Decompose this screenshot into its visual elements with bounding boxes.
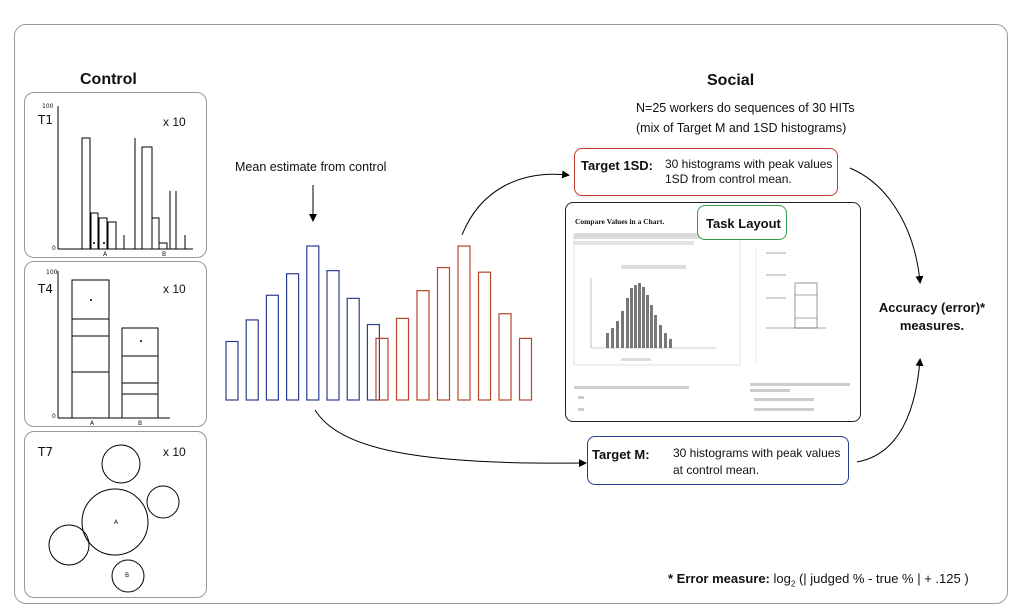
panel-t4: T4 x 10 100 0 A B [24, 261, 207, 427]
panel-t7: T7 x 10 A B [24, 431, 207, 598]
error-measure: * Error measure: log2 (| judged % - true… [668, 571, 969, 589]
target-m-line1: 30 histograms with peak values [673, 446, 841, 460]
red-histogram-bar [395, 317, 410, 401]
arrow-1sd-to-accuracy [849, 167, 924, 284]
panel-t4-label: T4 [38, 282, 53, 296]
t4-stacked-bar-a [71, 279, 110, 419]
target-m-line2: at control mean. [673, 463, 760, 477]
t1-bar [141, 146, 153, 250]
t7-circle-a-label: A [114, 519, 119, 526]
arrow-to-target-1sd [461, 170, 570, 236]
t7-circle-a [81, 488, 149, 556]
control-title: Control [80, 71, 137, 88]
t1-bar [158, 242, 168, 250]
blue-histogram-bar [306, 245, 320, 401]
panel-t1-cat-a: A [103, 251, 108, 258]
task-layout-badge: Task Layout [697, 205, 787, 240]
accuracy-label: Accuracy (error)* measures. [872, 299, 992, 335]
red-histogram-bar [518, 337, 533, 401]
task-layout-thumbnail [573, 233, 850, 411]
target-m-label: Target M: [592, 447, 650, 462]
error-formula-rest: (| judged % - true % | + .125 ) [798, 571, 969, 586]
panel-t1-label: T1 [38, 113, 53, 127]
panel-t4-cat-a: A [90, 420, 95, 427]
task-layout-heading: Compare Values in a Chart. [575, 217, 665, 226]
target-1sd-box: Target 1SD: 30 histograms with peak valu… [574, 148, 838, 196]
red-histogram-bar [416, 290, 430, 401]
task-layout-badge-label: Task Layout [706, 216, 781, 231]
t7-circle [48, 524, 90, 566]
social-subtitle-line1: N=25 workers do sequences of 30 HITs [636, 101, 855, 115]
arrow-m-to-accuracy [856, 358, 924, 463]
panel-t4-cat-b: B [138, 420, 143, 427]
red-histogram-bar [375, 337, 389, 401]
t1-bar [107, 221, 117, 250]
mean-estimate-label: Mean estimate from control [235, 160, 387, 174]
red-histogram-bar [498, 313, 512, 401]
t1-bar [81, 137, 91, 250]
social-subtitle-line2: (mix of Target M and 1SD histograms) [636, 121, 847, 135]
panel-t4-chart [57, 271, 170, 419]
panel-t4-ymin: 0 [52, 413, 56, 420]
panel-t1-ymax: 100 [42, 103, 54, 110]
t4-stacked-bar-b [121, 327, 159, 419]
panel-t7-bubbles [48, 444, 180, 593]
t1-bar [98, 217, 108, 250]
blue-histogram-bar [366, 323, 380, 401]
t7-circle [101, 444, 141, 484]
accuracy-line1: Accuracy (error)* [878, 300, 986, 315]
target-1sd-line2: 1SD from control mean. [665, 172, 792, 186]
social-title: Social [707, 72, 755, 89]
panel-t7-multiplier: x 10 [163, 445, 186, 459]
red-histogram-bar [477, 271, 492, 401]
target-m-box: Target M: 30 histograms with peak values… [587, 436, 849, 485]
blue-histogram-bar [245, 319, 259, 401]
panel-t1-chart [57, 106, 193, 250]
accuracy-line2: measures. [899, 318, 965, 333]
error-measure-label: * Error measure: [668, 571, 770, 586]
panel-t4-multiplier: x 10 [163, 282, 186, 296]
arrow-to-target-m [314, 409, 587, 468]
blue-histogram-bar [286, 273, 300, 401]
t7-circle [146, 485, 180, 519]
blue-histogram-bar [326, 270, 340, 401]
target-1sd-label: Target 1SD: [581, 158, 653, 173]
error-formula-prefix: log [773, 571, 791, 586]
blue-histogram-bar [225, 340, 239, 401]
panel-t7-label: T7 [38, 445, 53, 459]
blue-histogram-bar [265, 294, 279, 401]
panel-t1-cat-b: B [162, 251, 167, 258]
panel-t4-ymax: 100 [46, 269, 58, 276]
t1-bar [90, 212, 99, 250]
red-histogram-bar [457, 245, 471, 401]
blue-histogram-bar [346, 297, 360, 401]
target-1sd-line1: 30 histograms with peak values [665, 157, 833, 171]
figure-frame [14, 24, 1008, 604]
panel-t1-multiplier: x 10 [163, 115, 186, 129]
t1-bar [151, 217, 160, 250]
panel-t1-ymin: 0 [52, 245, 56, 252]
red-histogram-bar [436, 266, 451, 401]
panel-t1: T1 x 10 100 0 A B [24, 92, 207, 258]
error-formula-sub: 2 [790, 579, 796, 589]
t7-circle-b-label: B [125, 572, 130, 579]
t7-circle-b [111, 559, 145, 593]
